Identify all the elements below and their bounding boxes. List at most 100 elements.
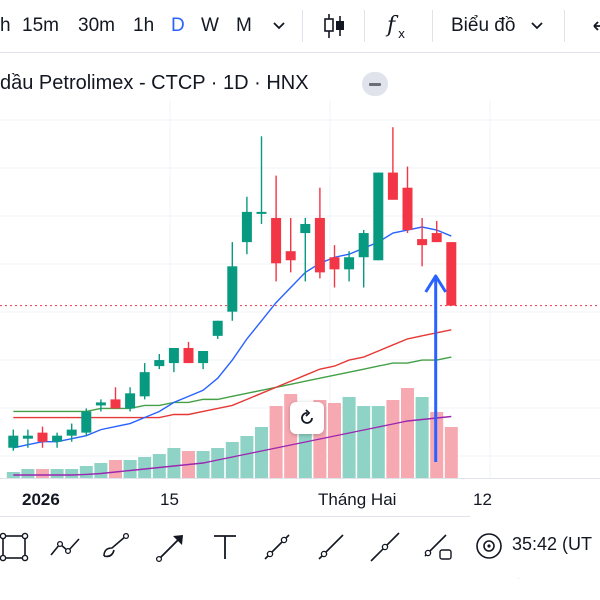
symbol-legend-title[interactable]: dầu Petrolimex - CTCP · 1D · HNX bbox=[0, 72, 309, 94]
arrow-tool-icon[interactable] bbox=[154, 530, 188, 564]
interval-w[interactable]: W bbox=[201, 15, 219, 36]
volume-bar bbox=[240, 436, 254, 478]
trend-line-tool-icon[interactable] bbox=[260, 530, 294, 564]
x-axis-label-february: Tháng Hai bbox=[318, 490, 397, 509]
volume-bar bbox=[328, 403, 341, 478]
candle-body bbox=[8, 435, 19, 448]
volume-bar bbox=[36, 469, 49, 478]
candle-body bbox=[241, 211, 252, 243]
toolbar-divider bbox=[432, 10, 433, 42]
collapse-legend-button[interactable] bbox=[362, 72, 388, 96]
interval-1h[interactable]: 1h bbox=[133, 15, 155, 36]
volume-bar bbox=[6, 472, 20, 478]
candle-body bbox=[329, 257, 340, 270]
text-tool-icon[interactable] bbox=[208, 530, 242, 564]
x-axis-label-12: 12 bbox=[473, 490, 492, 509]
volume-bar bbox=[152, 454, 166, 478]
candle-body bbox=[52, 435, 63, 442]
candle-body bbox=[344, 257, 355, 270]
candle-body bbox=[125, 393, 136, 409]
volume-bar bbox=[50, 469, 64, 478]
interval-m[interactable]: M bbox=[236, 15, 252, 36]
candle-body bbox=[256, 211, 267, 214]
extended-line-tool-icon[interactable] bbox=[368, 530, 402, 564]
x-axis-label-15: 15 bbox=[160, 490, 179, 509]
toolbar-divider bbox=[564, 10, 565, 42]
chart-type-label[interactable]: Biểu đồ bbox=[451, 15, 516, 36]
top-toolbar: h 15m 30m 1h D W M f x Biểu đồ bbox=[0, 0, 600, 53]
candle-body bbox=[402, 187, 413, 231]
path-tool-icon[interactable] bbox=[48, 530, 82, 564]
candle-body bbox=[387, 172, 398, 200]
arrow-left-icon[interactable] bbox=[584, 16, 600, 36]
volume-bar bbox=[79, 466, 93, 478]
volume-bar bbox=[444, 427, 458, 478]
volume-bar bbox=[196, 451, 210, 478]
volume-bar bbox=[269, 406, 283, 478]
toolbar-divider bbox=[364, 10, 365, 42]
candle-body bbox=[227, 266, 238, 312]
annotation-arrowhead bbox=[424, 274, 447, 293]
volume-bar bbox=[211, 448, 225, 478]
candle-body bbox=[183, 347, 194, 364]
candle-body bbox=[37, 432, 48, 442]
candle-body bbox=[139, 372, 150, 397]
info-line-tool-icon[interactable] bbox=[420, 530, 454, 564]
volume-bar bbox=[357, 406, 371, 478]
interval-15m[interactable]: 15m bbox=[22, 15, 59, 36]
candle-body bbox=[95, 402, 106, 406]
candle-body bbox=[285, 251, 296, 261]
volume-bar bbox=[255, 427, 268, 478]
interval-30m[interactable]: 30m bbox=[78, 15, 115, 36]
volume-bar bbox=[94, 463, 108, 478]
volume-bar bbox=[386, 400, 400, 478]
reset-icon bbox=[301, 409, 313, 424]
brush-tool-icon[interactable] bbox=[100, 530, 134, 564]
candle-body bbox=[198, 350, 209, 364]
ma-red-line bbox=[13, 329, 452, 419]
candle-body bbox=[271, 217, 282, 264]
candle-body bbox=[66, 429, 77, 436]
candle-body bbox=[81, 411, 92, 433]
candle-body bbox=[154, 360, 165, 367]
utc-time[interactable]: 35:42 (UT bbox=[512, 534, 593, 554]
x-axis-line bbox=[0, 478, 600, 479]
candle-body bbox=[373, 172, 384, 261]
toolbar-divider bbox=[302, 10, 303, 42]
volume-bar bbox=[21, 469, 35, 478]
volume-bar bbox=[123, 460, 137, 478]
candles-icon[interactable] bbox=[322, 12, 346, 40]
rectangle-tool-icon[interactable] bbox=[0, 530, 34, 564]
volume-bar bbox=[371, 406, 385, 478]
timezone-area bbox=[470, 516, 600, 578]
volume-bar bbox=[342, 397, 356, 478]
ma-green-line bbox=[13, 356, 452, 413]
volume-bar bbox=[225, 442, 239, 478]
candle-body bbox=[300, 223, 311, 234]
interval-d[interactable]: D bbox=[171, 15, 185, 36]
volume-bar bbox=[138, 457, 152, 478]
volume-ma-line bbox=[13, 415, 452, 476]
x-axis-label-year: 2026 bbox=[22, 490, 60, 509]
ray-tool-icon[interactable] bbox=[314, 530, 348, 564]
candle-body bbox=[446, 242, 457, 306]
svg-text:f: f bbox=[385, 13, 399, 38]
chevron-down-icon[interactable] bbox=[272, 20, 286, 32]
candle-body bbox=[358, 233, 369, 258]
candle-body bbox=[22, 435, 33, 439]
timezone-icon[interactable] bbox=[474, 531, 504, 561]
volume-bar bbox=[65, 469, 79, 478]
candle-body bbox=[168, 347, 179, 364]
volume-bar bbox=[167, 448, 181, 478]
candle-body bbox=[212, 320, 223, 336]
candle-body bbox=[110, 399, 121, 409]
candle-body bbox=[314, 217, 325, 273]
volume-bar bbox=[109, 460, 122, 478]
reset-chart-button[interactable] bbox=[290, 402, 324, 434]
chevron-down-icon[interactable] bbox=[530, 20, 544, 32]
indicators-fx-icon[interactable]: f x bbox=[384, 10, 412, 42]
volume-bar bbox=[415, 397, 429, 478]
candle-body bbox=[431, 233, 442, 243]
interval-h[interactable]: h bbox=[0, 15, 11, 36]
volume-bar bbox=[401, 388, 414, 478]
